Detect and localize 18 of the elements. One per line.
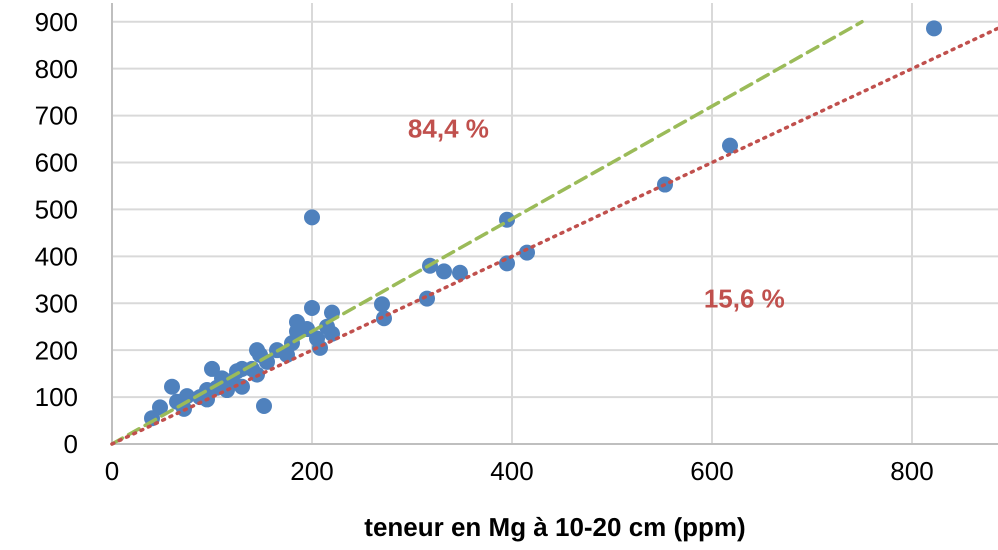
- x-axis-title: teneur en Mg à 10-20 cm (ppm): [364, 512, 746, 542]
- y-tick-label: 700: [34, 100, 78, 131]
- y-tick-label: 500: [34, 194, 78, 225]
- y-tick-label: 800: [34, 54, 78, 84]
- y-tick-label: 200: [34, 335, 78, 366]
- y-tick-label: 0: [64, 429, 78, 460]
- x-tick-label: 200: [290, 456, 334, 486]
- x-tick-label: 400: [490, 456, 534, 486]
- y-tick-label: 600: [34, 148, 78, 178]
- y-tick-label: 100: [34, 382, 78, 412]
- x-tick-label: 600: [690, 456, 734, 486]
- y-tick-label: 900: [34, 6, 78, 37]
- annotation: 15,6 %: [704, 283, 785, 314]
- x-tick-label: 0: [104, 456, 120, 486]
- annotation: 84,4 %: [408, 113, 489, 144]
- y-tick-label: 300: [34, 288, 78, 318]
- y-tick-label: 400: [34, 241, 78, 272]
- x-tick-label: 800: [890, 456, 934, 486]
